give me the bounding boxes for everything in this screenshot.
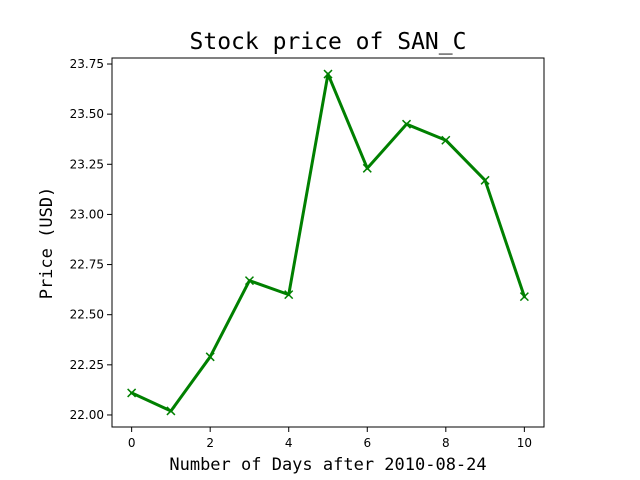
x-tick-label: 8 xyxy=(442,436,450,450)
plot-background xyxy=(112,58,544,427)
y-tick-label: 23.00 xyxy=(70,207,104,221)
data-point xyxy=(323,69,333,79)
data-point xyxy=(441,135,451,145)
y-axis-label: Price (USD) xyxy=(37,187,57,300)
data-point xyxy=(519,292,529,302)
price-markers xyxy=(127,69,529,416)
data-point xyxy=(244,276,254,286)
x-axis-ticks: 0 2 4 6 8 10 xyxy=(128,427,532,450)
y-tick-label: 22.50 xyxy=(70,308,104,322)
x-tick-label: 10 xyxy=(517,436,532,450)
x-axis-label: Number of Days after 2010-08-24 xyxy=(169,455,486,475)
plot-frame xyxy=(111,57,545,428)
data-point xyxy=(284,290,294,300)
y-tick-label: 22.25 xyxy=(70,358,104,372)
y-tick-label: 23.25 xyxy=(70,157,104,171)
data-point xyxy=(362,163,372,173)
data-point xyxy=(402,119,412,129)
x-tick-label: 2 xyxy=(206,436,214,450)
y-tick-label: 22.00 xyxy=(70,408,104,422)
data-point xyxy=(127,388,137,398)
x-tick-label: 0 xyxy=(128,436,136,450)
y-axis-ticks: 22.00 22.25 22.50 22.75 23.00 23.25 23.50 23.75 xyxy=(70,57,112,422)
data-point xyxy=(205,352,215,362)
x-tick-label: 4 xyxy=(285,436,293,450)
data-point xyxy=(166,406,176,416)
y-tick-label: 23.50 xyxy=(70,107,104,121)
chart-title: Stock price of SAN_C xyxy=(190,29,467,55)
data-point xyxy=(480,175,490,185)
x-tick-label: 6 xyxy=(363,436,371,450)
y-tick-label: 22.75 xyxy=(70,258,104,272)
y-tick-label: 23.75 xyxy=(70,57,104,71)
